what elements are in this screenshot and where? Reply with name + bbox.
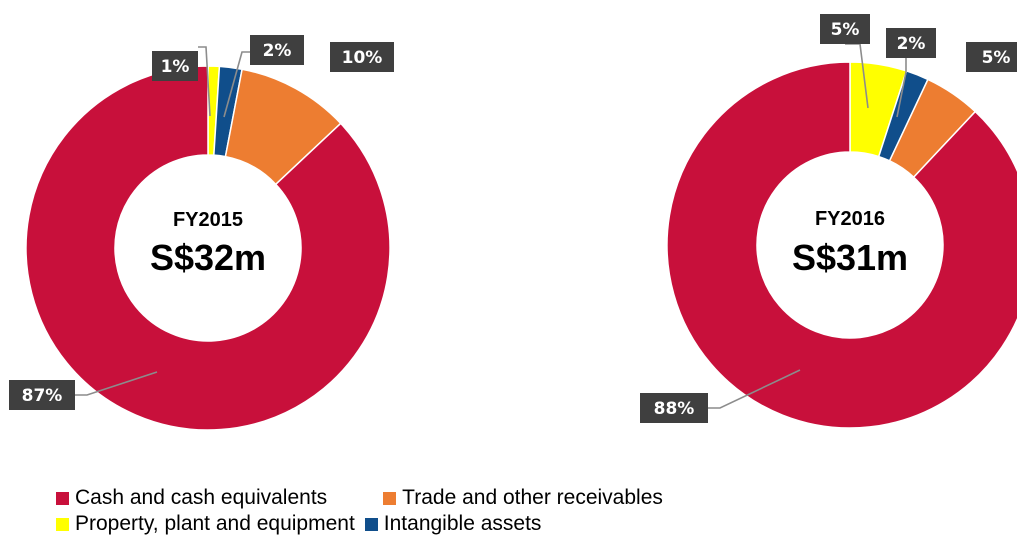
charts-area: 1% 2% 10% 87% FY2015 S$32m 5% 2% 5% 88% FY2016 S$3… — [9, 14, 1017, 431]
center-label-year: FY2016 — [815, 208, 885, 230]
leader-line-cash — [75, 371, 158, 396]
data-label-cash: 88% — [654, 399, 695, 419]
data-label-intangible: 2% — [263, 41, 292, 61]
data-label-receivables: 5% — [982, 48, 1011, 68]
legend-label-intangible: Intangible assets — [383, 512, 542, 535]
leader-line-intangible — [223, 51, 250, 118]
data-label-ppe: 1% — [161, 57, 190, 77]
data-label-bg-receivables — [966, 42, 1017, 72]
slice-cash — [25, 65, 391, 431]
legend-label-receivables: Trade and other receivables — [402, 486, 663, 509]
legend-swatch-intangible — [364, 517, 378, 531]
center-label-year: FY2015 — [173, 209, 243, 231]
legend-swatch-receivables — [383, 491, 397, 505]
data-label-bg-cash — [9, 380, 75, 410]
data-label-receivables: 10% — [342, 48, 383, 68]
data-label-bg-intangible — [250, 35, 304, 65]
data-label-bg-ppe — [152, 51, 198, 81]
legend: Cash and cash equivalents Trade and othe… — [56, 485, 956, 537]
slice-cash — [666, 61, 1017, 429]
leader-line-cash — [708, 369, 801, 409]
center-label-total: S$31m — [792, 237, 908, 278]
legend-item-cash: Cash and cash equivalents — [56, 486, 327, 510]
data-label-bg-receivables — [330, 42, 394, 72]
leader-line-ppe — [198, 46, 211, 117]
legend-swatch-cash — [56, 491, 69, 505]
data-label-ppe: 5% — [831, 20, 860, 40]
data-label-bg-cash — [640, 393, 708, 423]
donut-chart-fy2015: 1% 2% 10% 87% FY2015 S$32m — [9, 35, 394, 431]
data-label-bg-ppe — [820, 14, 870, 44]
center-label-total: S$32m — [150, 237, 266, 278]
data-label-intangible: 2% — [897, 34, 926, 54]
legend-item-intangible: Intangible assets — [364, 512, 542, 536]
legend-item-receivables: Trade and other receivables — [383, 486, 663, 510]
legend-item-ppe: Property, plant and equipment — [56, 512, 355, 536]
data-label-bg-intangible — [886, 28, 936, 58]
legend-label-cash: Cash and cash equivalents — [75, 486, 328, 509]
donut-chart-fy2016: 5% 2% 5% 88% FY2016 S$31m — [640, 14, 1017, 429]
data-label-cash: 87% — [22, 386, 63, 406]
legend-swatch-ppe — [56, 517, 69, 531]
legend-label-ppe: Property, plant and equipment — [75, 512, 355, 535]
leader-line-intangible — [896, 58, 907, 118]
